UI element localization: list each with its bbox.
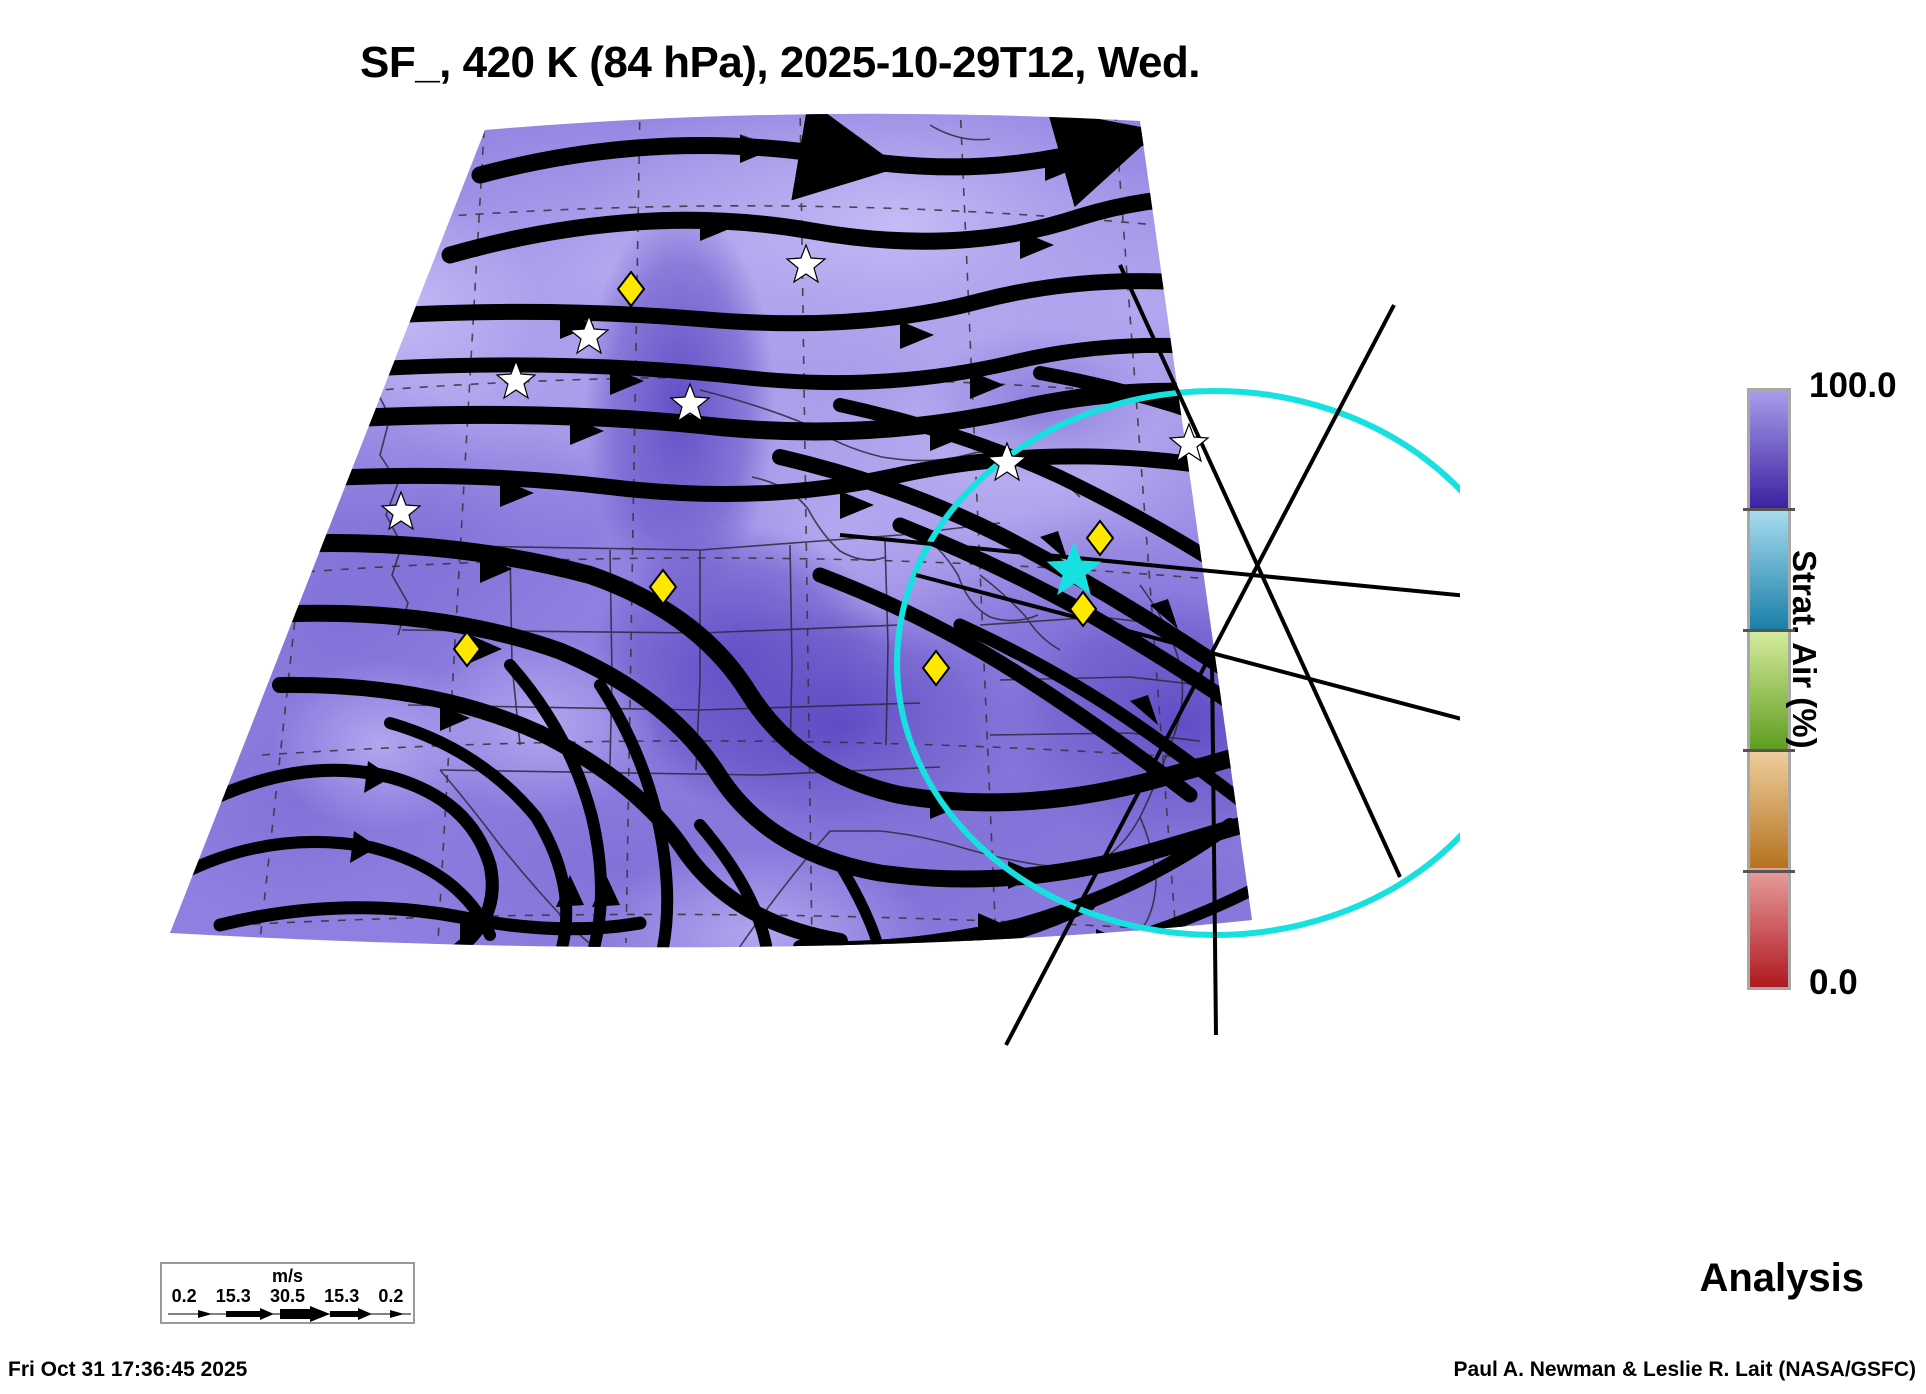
map-canvas[interactable] [140,105,1460,1145]
wind-scale-value: 0.2 [171,1286,197,1306]
flight-track-lines [839,264,1460,1046]
wind-scale-values: 0.2 15.3 30.5 15.3 0.2 [162,1286,413,1307]
colorbar-segment-green [1750,629,1788,749]
wind-units-label: m/s [271,1266,304,1286]
station-markers [380,243,1210,687]
cyan-star-marker [1046,541,1102,596]
colorbar-segment-red [1750,867,1788,987]
colorbar-tick [1743,628,1795,632]
wind-streamlines [174,113,1252,948]
colorbar-tick [1743,749,1795,753]
map-panel[interactable] [140,105,1460,1145]
colorbar-segment-blue [1750,510,1788,630]
wind-scale-legend: m/s 0.2 15.3 30.5 15.3 0.2 [160,1262,415,1324]
colorbar-axis-label: Strat. Air (%) [1786,550,1823,749]
wind-scale-value: 0.2 [378,1286,404,1306]
colorbar-max-label: 100.0 [1809,366,1897,405]
colorbar-tick [1743,869,1795,873]
wind-scale-value: 30.5 [269,1286,306,1306]
streamline-arrowheads [350,135,1252,948]
wind-scale-value: 15.3 [324,1286,360,1306]
colorbar-min-label: 0.0 [1809,963,1858,1002]
wind-scale-value: 15.3 [215,1286,251,1306]
colorbar-segment-purple [1750,391,1788,511]
analysis-label: Analysis [1699,1256,1864,1300]
page-title: SF_, 420 K (84 hPa), 2025-10-29T12, Wed. [359,38,1201,87]
yellow-diamond-marker [452,270,1115,687]
generated-timestamp: Fri Oct 31 17:36:45 2025 [8,1358,248,1381]
author-credit: Paul A. Newman & Leslie R. Lait (NASA/GS… [1453,1358,1916,1381]
wind-scale-arrows [168,1306,411,1322]
colorbar-gradient [1747,388,1791,990]
colorbar: 100.0 0.0 Strat. Air (%) [1735,366,1925,1002]
colorbar-segment-tan [1750,748,1788,868]
white-star-marker [380,243,1210,531]
colorbar-tick [1743,508,1795,512]
